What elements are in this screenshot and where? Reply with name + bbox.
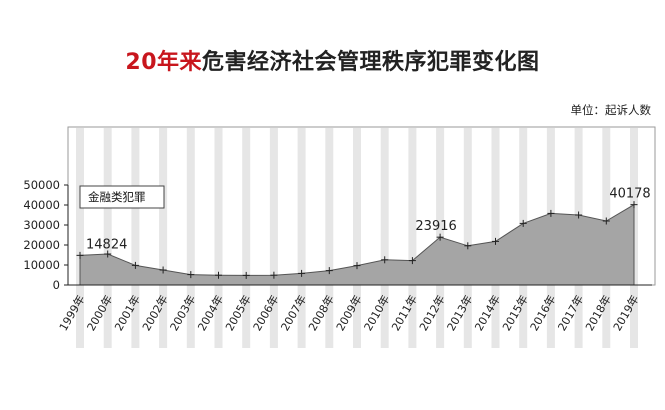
data-point [408, 257, 416, 265]
legend-label: 金融类犯罪 [88, 190, 146, 204]
data-point [464, 242, 472, 250]
column-stripe [380, 128, 389, 348]
column-stripe [353, 128, 361, 348]
column-stripe [269, 128, 278, 348]
chart-title: 20年来危害经济社会管理秩序犯罪变化图 [0, 44, 665, 76]
data-point [575, 211, 583, 219]
data-point [131, 261, 139, 269]
data-markers [76, 201, 638, 279]
data-labels: 14824 23916 40178 [86, 187, 651, 253]
column-stripe [325, 128, 334, 348]
title-highlight: 20年来 [125, 50, 203, 75]
column-stripe [214, 128, 223, 348]
data-point [76, 251, 84, 259]
legend: 金融类犯罪 [79, 185, 165, 209]
data-label: 14824 [86, 237, 127, 252]
y-tick-label: 20000 [23, 238, 60, 252]
data-point [630, 201, 638, 209]
column-stripe [159, 128, 168, 348]
data-point [187, 271, 195, 279]
column-stripe [103, 128, 112, 348]
column-stripe [408, 128, 417, 348]
data-point [325, 267, 333, 275]
column-stripe [76, 128, 84, 348]
data-point [215, 271, 222, 279]
title-rest: 危害经济社会管理秩序犯罪变化图 [202, 50, 540, 75]
area-series [79, 203, 635, 286]
y-tick-label: 10000 [23, 258, 60, 272]
data-point [242, 271, 250, 279]
data-point [436, 233, 444, 241]
column-stripe [297, 128, 306, 348]
data-point [104, 250, 112, 258]
column-stripe [131, 128, 140, 348]
y-tick-label: 30000 [23, 218, 60, 232]
legend-box [79, 185, 165, 209]
data-point [547, 209, 555, 217]
data-point [492, 237, 499, 245]
y-tick-label: 50000 [23, 178, 60, 192]
y-tick-label: 0 [53, 278, 60, 292]
column-stripe [242, 128, 251, 348]
data-point [353, 262, 361, 270]
data-point [519, 219, 527, 227]
data-point [159, 266, 167, 274]
data-label: 23916 [415, 219, 456, 234]
y-axis: 0 10000 20000 30000 40000 50000 [23, 178, 69, 292]
data-point [298, 269, 306, 277]
y-tick-label: 40000 [23, 198, 60, 212]
unit-label: 单位：起诉人数 [570, 103, 652, 117]
column-stripe [463, 128, 472, 348]
data-label: 40178 [609, 187, 650, 202]
data-point [270, 271, 278, 279]
data-point [381, 256, 389, 264]
data-point [602, 217, 610, 225]
column-stripe [186, 128, 195, 348]
area-fill [79, 203, 635, 286]
